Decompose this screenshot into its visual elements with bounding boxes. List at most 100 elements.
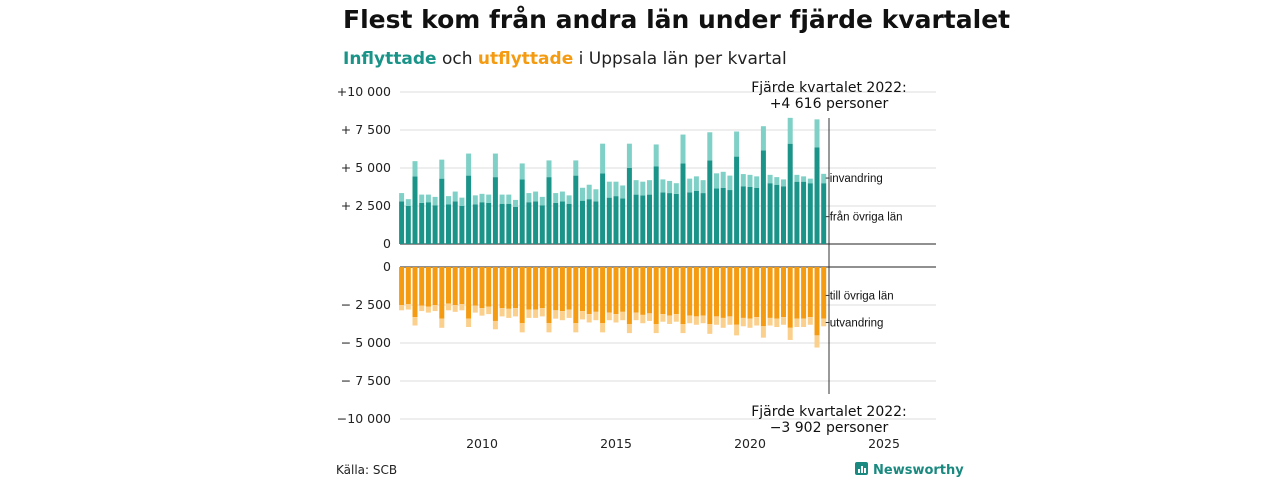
bar-invandring [439, 159, 445, 179]
bar-fran-ovriga-lan [680, 163, 686, 244]
bar-till-ovriga-lan [801, 267, 807, 319]
y-tick-label: 0 [383, 236, 391, 251]
bar-utvandring [794, 318, 800, 328]
bar-fran-ovriga-lan [499, 203, 505, 244]
bar-utvandring [734, 324, 740, 336]
bar-invandring [707, 132, 713, 161]
bar-till-ovriga-lan [647, 267, 652, 314]
bar-utvandring [486, 306, 492, 315]
bar-invandring [801, 176, 807, 182]
logo-bar-1 [858, 469, 860, 473]
bar-invandring [452, 191, 458, 202]
bar-invandring [613, 181, 619, 197]
bar-utvandring [707, 324, 713, 334]
y-tick-label: +10 000 [337, 84, 391, 99]
bar-till-ovriga-lan [492, 267, 498, 321]
bar-invandring [740, 174, 746, 187]
bar-utvandring [425, 306, 431, 313]
bar-utvandring [405, 304, 411, 310]
bar-fran-ovriga-lan [673, 193, 679, 244]
bar-utvandring [452, 305, 458, 312]
bar-fran-ovriga-lan [647, 194, 652, 244]
bar-invandring [539, 196, 545, 206]
bar-fran-ovriga-lan [506, 203, 512, 244]
bar-invandring [519, 163, 525, 180]
bar-invandring [425, 194, 431, 203]
x-tick-label: 2010 [466, 436, 498, 451]
bar-utvandring [680, 324, 686, 334]
bar-utvandring [519, 323, 525, 333]
bar-fran-ovriga-lan [533, 201, 539, 244]
series-label: utvandring [830, 317, 884, 329]
bar-utvandring [600, 323, 606, 333]
bar-fran-ovriga-lan [667, 193, 673, 244]
bar-fran-ovriga-lan [466, 175, 472, 244]
bar-till-ovriga-lan [539, 267, 545, 309]
bar-fran-ovriga-lan [707, 160, 713, 244]
bar-invandring [606, 181, 612, 198]
annotation-bottom-line2: −3 902 personer [770, 420, 889, 436]
bar-till-ovriga-lan [673, 267, 679, 315]
bar-invandring [660, 179, 666, 193]
bar-invandring [586, 184, 592, 200]
bar-invandring [760, 126, 766, 151]
bar-fran-ovriga-lan [439, 178, 445, 244]
bar-fran-ovriga-lan [399, 201, 405, 244]
bar-till-ovriga-lan [432, 267, 438, 305]
bar-fran-ovriga-lan [566, 203, 572, 244]
bar-till-ovriga-lan [613, 267, 619, 315]
bar-utvandring [606, 312, 612, 321]
bar-till-ovriga-lan [533, 267, 539, 310]
bar-fran-ovriga-lan [419, 202, 425, 244]
bar-till-ovriga-lan [707, 267, 713, 324]
bars-top [399, 117, 827, 244]
bar-utvandring [506, 308, 512, 318]
bar-till-ovriga-lan [653, 267, 659, 324]
newsworthy-logo[interactable]: Newsworthy [855, 462, 964, 478]
bar-fran-ovriga-lan [821, 183, 827, 244]
bar-utvandring [399, 305, 405, 311]
bar-till-ovriga-lan [412, 267, 418, 318]
bar-utvandring [781, 317, 786, 325]
bar-till-ovriga-lan [720, 267, 726, 318]
y-tick-label: + 2 500 [341, 198, 391, 213]
bar-utvandring [459, 304, 465, 311]
bar-fran-ovriga-lan [405, 206, 411, 244]
bar-invandring [472, 195, 478, 205]
bar-utvandring [660, 314, 666, 322]
bar-till-ovriga-lan [660, 267, 666, 315]
bar-till-ovriga-lan [419, 267, 425, 306]
bar-till-ovriga-lan [740, 267, 746, 318]
y-tick-label: + 5 000 [341, 160, 391, 175]
subtitle-utflyttade: utflyttade [478, 49, 573, 69]
bar-fran-ovriga-lan [479, 202, 485, 244]
bar-till-ovriga-lan [399, 267, 405, 305]
subtitle-rest: i Uppsala län per kvartal [573, 49, 786, 69]
bar-utvandring [814, 335, 820, 348]
bar-fran-ovriga-lan [613, 196, 619, 244]
bar-utvandring [533, 309, 539, 318]
bar-utvandring [526, 309, 532, 318]
bar-utvandring [740, 317, 746, 327]
bar-invandring [720, 171, 726, 188]
subtitle-och: och [437, 49, 478, 69]
bar-fran-ovriga-lan [700, 193, 706, 244]
bar-invandring [754, 176, 760, 188]
y-tick-label: + 7 500 [341, 122, 391, 137]
x-tick-label: 2020 [734, 436, 766, 451]
bar-fran-ovriga-lan [693, 190, 699, 244]
bar-utvandring [747, 318, 753, 328]
bar-till-ovriga-lan [714, 267, 719, 317]
bar-invandring [647, 180, 652, 195]
bar-utvandring [807, 317, 813, 325]
bar-invandring [593, 189, 599, 202]
bar-fran-ovriga-lan [640, 195, 646, 244]
bar-utvandring [419, 305, 425, 312]
bar-fran-ovriga-lan [606, 197, 612, 244]
bar-invandring [700, 180, 706, 194]
bar-fran-ovriga-lan [586, 199, 592, 244]
bar-utvandring [727, 316, 733, 325]
bar-invandring [680, 134, 686, 164]
bar-till-ovriga-lan [633, 267, 639, 313]
bar-invandring [432, 196, 438, 206]
